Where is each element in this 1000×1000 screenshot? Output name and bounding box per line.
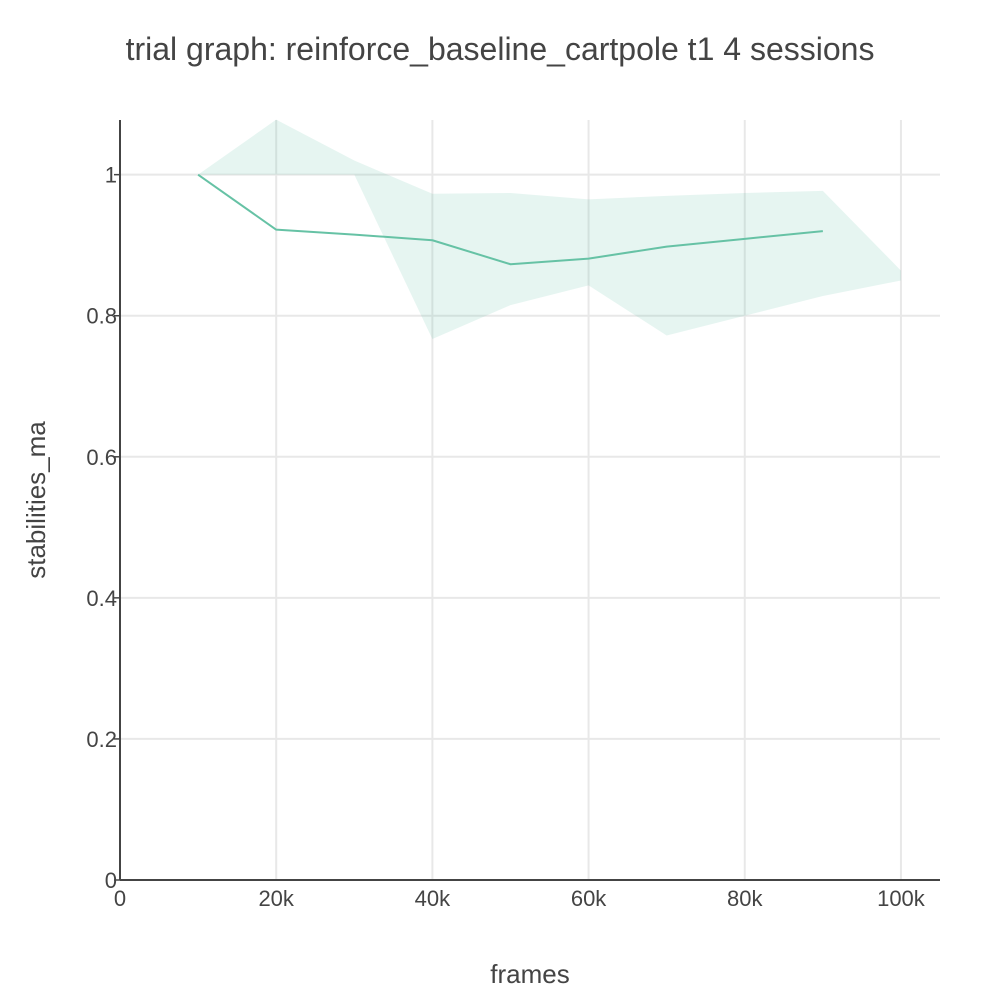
grid — [120, 120, 940, 880]
ticks: 0 20k 40k 60k 80k 100k 0 0.2 0.4 0.6 0.8 1 — [86, 163, 925, 911]
series-layer — [197, 173, 823, 266]
x-tick-label: 60k — [571, 886, 607, 911]
y-tick-label: 0.6 — [86, 445, 117, 470]
y-tick-label: 0.8 — [86, 304, 117, 329]
x-tick-label: 0 — [114, 886, 126, 911]
band-layer — [198, 119, 901, 340]
x-axis-title: frames — [490, 959, 569, 989]
y-axis-title: stabilities_ma — [21, 421, 51, 579]
y-tick-label: 0 — [105, 868, 117, 893]
x-tick-label: 40k — [415, 886, 451, 911]
series-line — [197, 173, 823, 266]
y-tick-label: 0.2 — [86, 727, 117, 752]
x-tick-label: 80k — [727, 886, 763, 911]
x-tick-label: 100k — [877, 886, 926, 911]
series-band — [198, 119, 901, 340]
x-tick-label: 20k — [258, 886, 294, 911]
y-tick-label: 1 — [105, 163, 117, 188]
axes — [119, 120, 940, 881]
chart-title: trial graph: reinforce_baseline_cartpole… — [126, 31, 875, 67]
y-tick-label: 0.4 — [86, 586, 117, 611]
